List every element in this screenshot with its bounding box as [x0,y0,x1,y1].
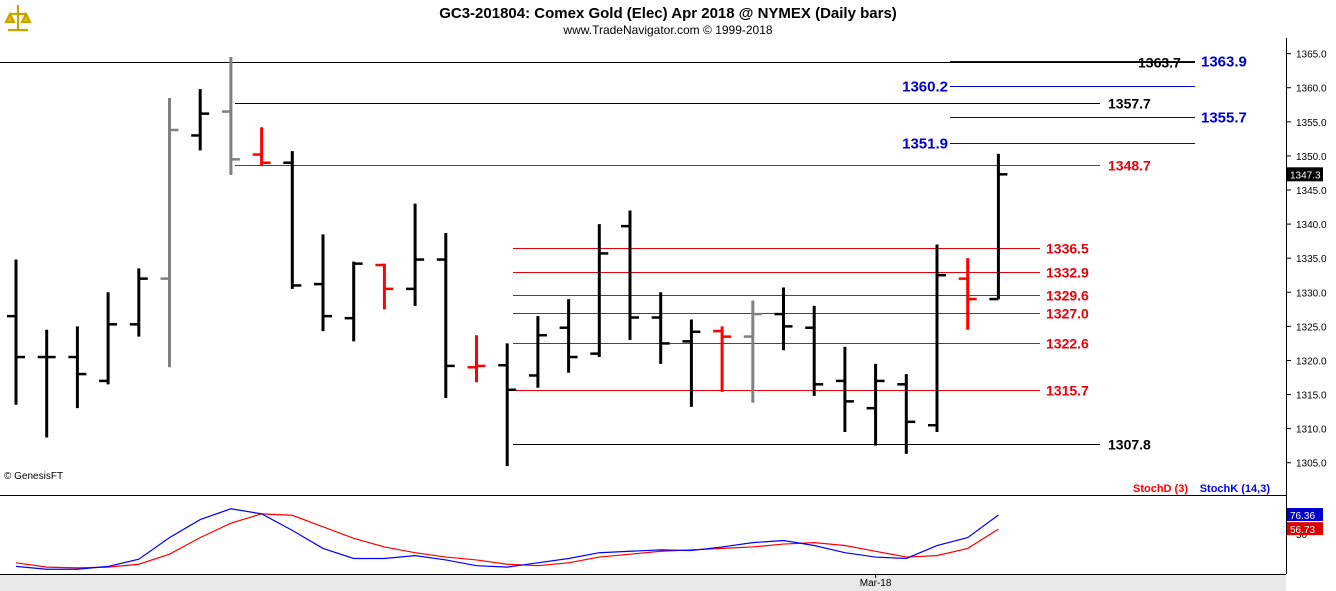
x-axis: Mar-18Apr-18 [860,574,892,589]
ohlc-bar [989,153,1008,301]
last-price-badge [1287,167,1323,182]
y-tick-label: 1325.0 [1296,322,1327,333]
ohlc-bar [406,203,425,306]
ohlc-bar [68,326,87,409]
ohlc-bar [651,292,670,364]
ohlc-bar [866,363,885,446]
stoch-d-legend: StochD (3) [1133,483,1188,495]
ohlc-bar [897,374,916,454]
y-tick-label: 1335.0 [1296,254,1327,265]
x-tick-label: Mar-18 [860,578,892,589]
level-label: 1363.7 [1138,55,1181,71]
ohlc-bar [344,261,363,342]
ohlc-bar [467,335,486,383]
stoch-tick-label: 50 [1296,530,1308,541]
ohlc-bar [160,97,179,368]
ohlc-bar [99,292,118,385]
y-tick-label: 1310.0 [1296,425,1327,436]
ohlc-bar [498,343,517,467]
ohlc-bar [129,268,148,337]
stoch-k-line [15,508,999,570]
y-tick-label: 1345.0 [1296,186,1327,197]
ohlc-bar [743,300,762,403]
chart-title: GC3-201804: Comex Gold (Elec) Apr 2018 @… [439,5,897,22]
chart-header [0,0,1336,38]
chart-subtitle: www.TradeNavigator.com © 1999-2018 [562,23,772,37]
ohlc-bar [928,244,946,433]
level-label: 1336.5 [1046,241,1089,257]
y-axis: 1365.0 1360.0 1355.0 1350.0 1345.0 1340.0 1335… [1286,50,1327,470]
stoch-k-value: 76.36 [1290,511,1315,522]
ohlc-bar [713,326,732,392]
ohlc-bar [314,234,332,332]
level-label: 1307.8 [1108,437,1151,453]
ohlc-bar [528,316,547,388]
ohlc-bar [805,305,824,396]
watermark: © GenesisFT [4,471,63,482]
y-tick-label: 1340.0 [1296,220,1327,231]
y-tick-label: 1305.0 [1296,459,1327,470]
ohlc-bar [252,127,271,167]
level-label: 1363.9 [1201,54,1247,71]
ohlc-bar [835,346,854,433]
ohlc-bar [958,258,977,330]
last-price-label: 1347.3 [1290,170,1321,181]
stochastic-panel: 50 76.36 56.73 [15,508,1323,570]
ohlc-bar [621,210,639,340]
x-axis-band [0,574,1286,591]
bars-layer [7,57,1008,467]
level-label: 1360.2 [902,79,948,96]
y-tick-label: 1355.0 [1296,118,1327,129]
level-label: 1327.0 [1046,306,1089,322]
y-tick-label: 1350.0 [1296,152,1327,163]
ohlc-bar [375,263,394,310]
level-label: 1348.7 [1108,158,1151,174]
ohlc-bar [283,151,302,289]
level-label: 1322.6 [1046,336,1089,352]
y-tick-label: 1330.0 [1296,288,1327,299]
stoch-k-legend: StochK (14,3) [1200,483,1271,495]
stoch-d-value: 56.73 [1290,525,1315,536]
stoch-d-line [15,513,999,569]
ohlc-bar [590,224,609,358]
ohlc-bar [191,89,210,151]
ohlc-bar [221,57,240,175]
y-tick-label: 1315.0 [1296,391,1327,402]
level-label: 1357.7 [1108,96,1151,112]
y-tick-label: 1320.0 [1296,356,1327,367]
stoch-d-badge [1287,522,1323,536]
level-label: 1351.9 [902,136,948,153]
ohlc-bar [682,319,701,407]
y-tick-label: 1360.0 [1296,84,1327,95]
stoch-k-badge [1287,508,1323,522]
price-plot-area [0,38,1286,496]
y-tick-label: 1365.0 [1296,50,1327,61]
levels-layer: 1363.9 1363.7 1360.2 1357.7 1355.7 1351.9 1348… [0,54,1247,453]
level-label: 1329.6 [1046,288,1089,304]
ohlc-bar [37,329,56,438]
ohlc-bar [7,259,25,405]
ohlc-bar [436,232,455,398]
level-label: 1315.7 [1046,383,1089,399]
level-label: 1332.9 [1046,265,1089,281]
level-label: 1355.7 [1201,110,1247,127]
ohlc-bar [559,299,578,373]
ohlc-bar [774,287,793,351]
logo-icon [2,3,34,33]
